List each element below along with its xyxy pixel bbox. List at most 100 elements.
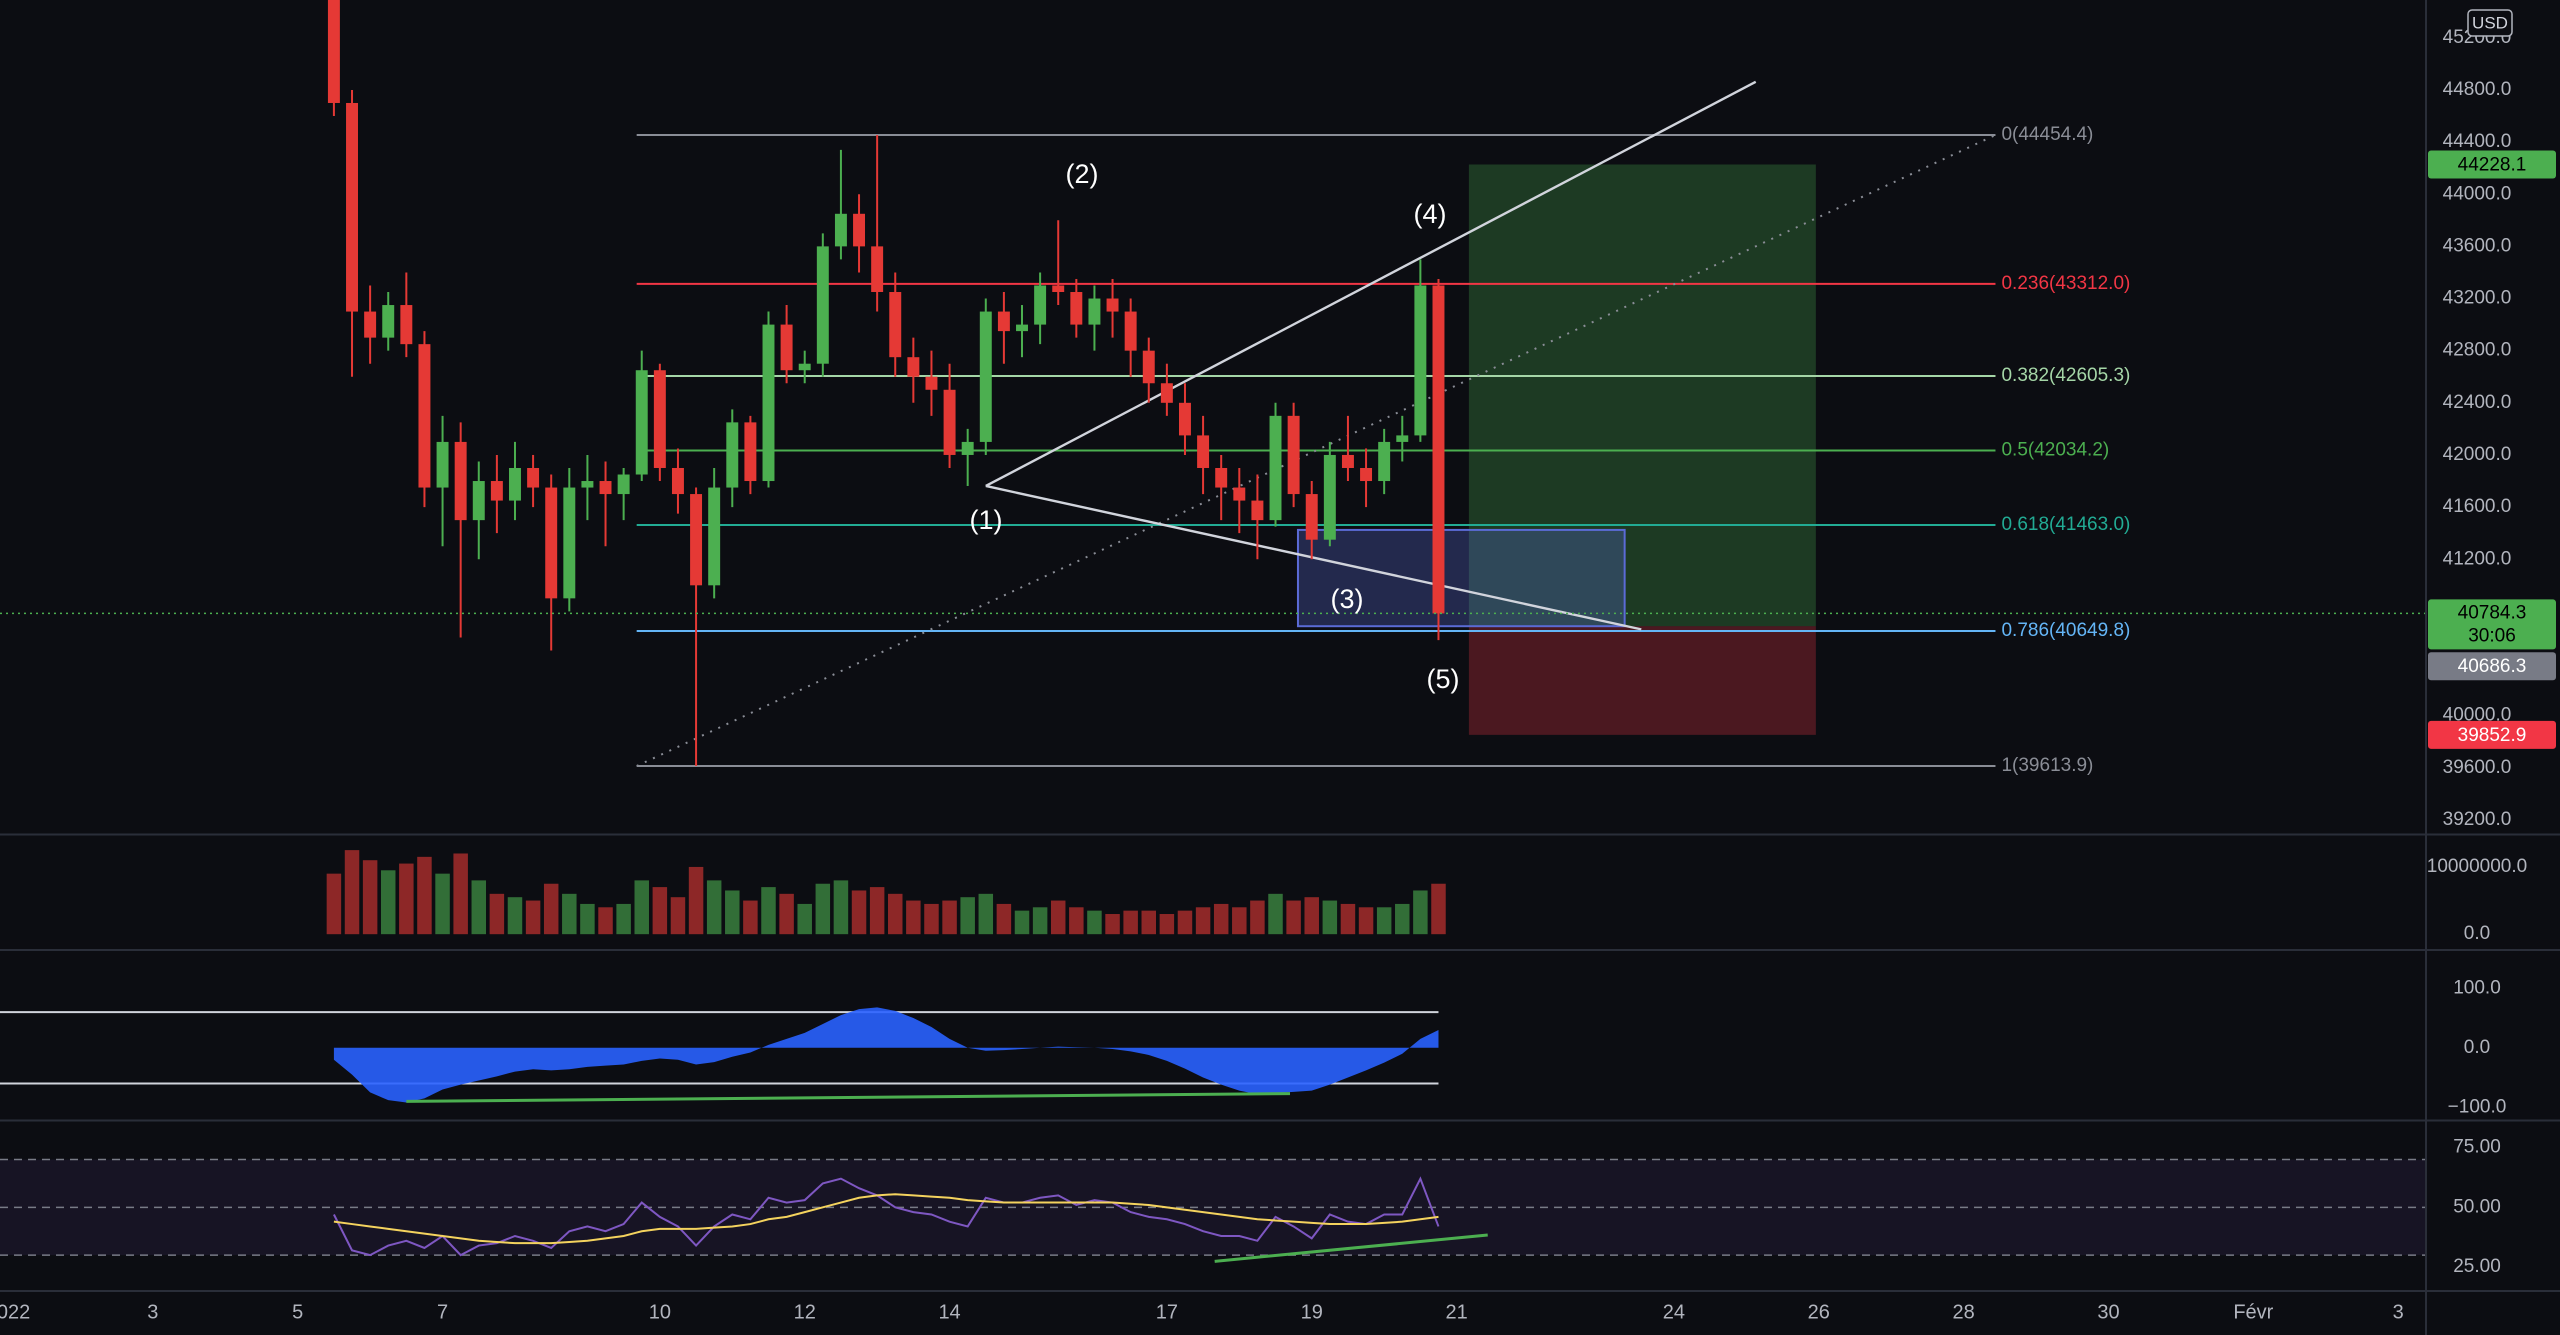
entry-tag: 40686.3 bbox=[2458, 656, 2527, 677]
candle-body bbox=[889, 292, 902, 358]
volume-bar bbox=[706, 880, 722, 935]
candle-body bbox=[400, 305, 413, 345]
volume-bar bbox=[833, 880, 849, 935]
candle-body bbox=[1414, 285, 1427, 436]
entry-tag-bg bbox=[2428, 652, 2556, 681]
volume-bar bbox=[906, 900, 921, 935]
candle-body bbox=[1215, 467, 1228, 488]
candle-body bbox=[527, 467, 540, 488]
candle-body bbox=[1142, 350, 1155, 384]
volume-bar bbox=[562, 893, 577, 935]
divergence-line bbox=[1214, 1233, 1488, 1263]
candle-body bbox=[327, 0, 340, 103]
volume-bar bbox=[1322, 900, 1338, 935]
candle-body bbox=[1341, 454, 1354, 468]
currency: USD bbox=[2472, 13, 2508, 32]
candle-body bbox=[1088, 298, 1101, 325]
candle-body bbox=[1287, 415, 1300, 495]
candle-body bbox=[979, 311, 992, 442]
candle-body bbox=[581, 481, 594, 488]
wave-label: (5) bbox=[1427, 664, 1460, 694]
volume-bar bbox=[1069, 907, 1084, 935]
wave-label: (2) bbox=[1066, 159, 1099, 189]
candle-body bbox=[1034, 285, 1047, 325]
candle-body bbox=[563, 487, 576, 599]
x-tick-label: 2022 bbox=[0, 1301, 30, 1323]
volume-bar bbox=[1304, 897, 1319, 935]
last-price-tag: 40784.3 bbox=[2458, 602, 2527, 623]
volume-bar bbox=[1232, 907, 1247, 935]
candle-body bbox=[853, 213, 866, 247]
volume-bar bbox=[1340, 903, 1356, 935]
volume-bar bbox=[1105, 914, 1120, 935]
volume-bar bbox=[1250, 900, 1265, 935]
volume-bar bbox=[417, 856, 432, 935]
volume-bar bbox=[1141, 910, 1157, 935]
range-box bbox=[1296, 528, 1626, 628]
candle-body bbox=[1197, 435, 1210, 468]
volume-bar bbox=[1195, 907, 1211, 935]
volume-bar bbox=[380, 870, 396, 935]
y-tick-label: 75.00 bbox=[2453, 1137, 2501, 1158]
volume-bar bbox=[1087, 910, 1102, 935]
volume-bar bbox=[924, 903, 939, 935]
candle-body bbox=[1396, 435, 1409, 442]
fib-label: 0.382(42605.3) bbox=[2001, 365, 2130, 386]
volume-bar bbox=[1213, 903, 1229, 935]
volume-bar bbox=[543, 883, 559, 935]
x-tick-label: 3 bbox=[147, 1301, 158, 1323]
volume-bar bbox=[362, 860, 378, 935]
x-tick-label: 10 bbox=[649, 1301, 671, 1323]
oscillator-pane bbox=[0, 1007, 1439, 1103]
x-tick-label: 14 bbox=[938, 1301, 960, 1323]
volume-bar bbox=[616, 903, 631, 935]
rsi-line bbox=[333, 1176, 1440, 1257]
candle-body bbox=[1378, 441, 1391, 482]
candle-body bbox=[1305, 494, 1318, 540]
divergence-line bbox=[406, 1092, 1291, 1103]
volume-bar bbox=[471, 880, 487, 935]
fib-label: 0.5(42034.2) bbox=[2001, 440, 2109, 461]
y-tick-label: 50.00 bbox=[2453, 1196, 2501, 1217]
fib-label: 1(39613.9) bbox=[2001, 755, 2093, 776]
volume-pane bbox=[326, 850, 1446, 935]
candle-body bbox=[997, 311, 1010, 332]
position-stop-zone bbox=[1468, 626, 1816, 735]
candle-body bbox=[346, 102, 358, 312]
candle-body bbox=[436, 441, 449, 488]
candle-body bbox=[834, 213, 847, 247]
volume-bar bbox=[1123, 910, 1138, 935]
candle-body bbox=[635, 370, 648, 475]
candle-body bbox=[798, 363, 811, 371]
candle-body bbox=[509, 467, 521, 501]
candle-body bbox=[925, 376, 938, 390]
y-tick-label: 39600.0 bbox=[2443, 757, 2512, 778]
candle-body bbox=[1124, 311, 1137, 351]
candle-body bbox=[545, 487, 558, 599]
candle-body bbox=[726, 422, 739, 488]
candle-body bbox=[744, 422, 757, 482]
currency-box bbox=[2467, 9, 2513, 37]
wave-label: (3) bbox=[1331, 584, 1364, 614]
rsi-line bbox=[333, 1193, 1439, 1245]
candle-body bbox=[1106, 298, 1119, 312]
candle-body bbox=[653, 370, 666, 468]
candle-body bbox=[1432, 285, 1445, 614]
volume-bar bbox=[1431, 883, 1446, 935]
candle-body bbox=[1052, 285, 1065, 293]
x-tick-label: 30 bbox=[2097, 1301, 2119, 1323]
candle-body bbox=[1160, 383, 1173, 403]
y-tick-label: 42400.0 bbox=[2443, 392, 2512, 413]
x-tick-label: 5 bbox=[292, 1301, 303, 1323]
volume-bar bbox=[489, 893, 505, 935]
volume-bar bbox=[525, 900, 541, 935]
volume-bar bbox=[869, 887, 885, 935]
trend-line bbox=[985, 484, 1642, 631]
x-tick-label: 21 bbox=[1445, 1301, 1467, 1323]
y-tick-label: 43200.0 bbox=[2443, 288, 2512, 309]
y-tick-label: 0.0 bbox=[2464, 923, 2490, 944]
fib-label: 0.618(41463.0) bbox=[2001, 514, 2130, 535]
y-tick-label: 39200.0 bbox=[2443, 809, 2512, 830]
